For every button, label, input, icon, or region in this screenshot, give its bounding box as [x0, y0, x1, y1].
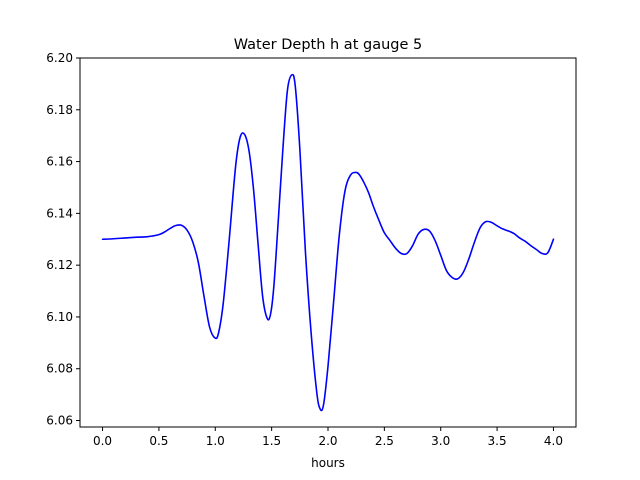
x-tick-label: 0.0	[93, 434, 112, 448]
chart-title: Water Depth h at gauge 5	[234, 37, 422, 53]
y-tick-label: 6.10	[46, 310, 73, 324]
series-line	[101, 73, 555, 412]
x-axis-ticks: 0.0 0.5 1.0 1.5 2.0 2.5 3.0 3.5 4.0	[93, 427, 563, 448]
y-tick-label: 6.06	[46, 414, 73, 428]
x-tick-label: 1.0	[206, 434, 225, 448]
x-tick-label: 1.5	[262, 434, 281, 448]
x-tick-label: 0.5	[149, 434, 168, 448]
y-tick-label: 6.16	[46, 155, 73, 169]
y-tick-label: 6.12	[46, 258, 73, 272]
x-tick-label: 4.0	[544, 434, 563, 448]
plot-area-frame	[79, 57, 577, 428]
y-tick-label: 6.20	[46, 51, 73, 65]
x-tick-label: 3.5	[488, 434, 507, 448]
y-tick-label: 6.08	[46, 362, 73, 376]
x-tick-label: 2.5	[375, 434, 394, 448]
x-axis-label: hours	[311, 456, 345, 470]
y-tick-label: 6.14	[46, 206, 73, 220]
x-tick-label: 2.0	[318, 434, 337, 448]
y-tick-label: 6.18	[46, 103, 73, 117]
y-axis-ticks: 6.06 6.08 6.10 6.12 6.14 6.16 6.18 6.20	[46, 51, 80, 428]
x-tick-label: 3.0	[431, 434, 450, 448]
